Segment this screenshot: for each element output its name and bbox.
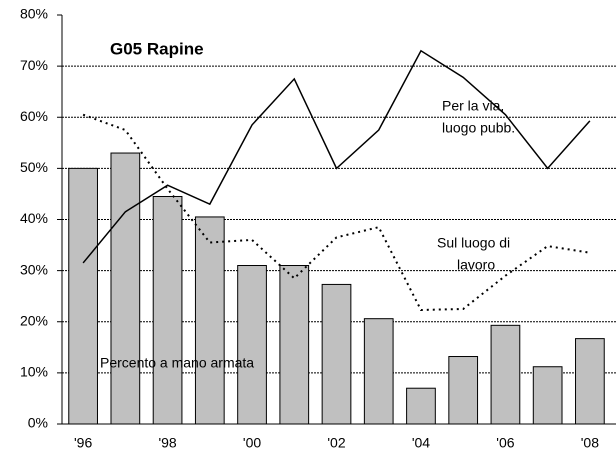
y-tick-label: 30% bbox=[20, 261, 48, 277]
x-tick-label: '04 bbox=[412, 435, 430, 451]
x-tick-label: '06 bbox=[496, 435, 514, 451]
bar bbox=[237, 265, 267, 425]
y-tick-label: 40% bbox=[20, 210, 48, 226]
y-tick-label: 80% bbox=[20, 6, 48, 22]
x-tick-label: '98 bbox=[158, 435, 176, 451]
y-tick-label: 60% bbox=[20, 108, 48, 124]
line bbox=[82, 49, 591, 264]
y-tick-label: 10% bbox=[20, 364, 48, 380]
y-tick-label: 70% bbox=[20, 57, 48, 73]
line bbox=[82, 113, 591, 312]
y-tick-label: 0% bbox=[28, 415, 48, 431]
x-tick-label: '96 bbox=[74, 435, 92, 451]
bar bbox=[194, 216, 225, 425]
bar bbox=[68, 167, 98, 425]
annotation: lavoro bbox=[457, 257, 495, 273]
x-tick-label: '08 bbox=[581, 435, 599, 451]
x-tick-label: '00 bbox=[243, 435, 261, 451]
bar bbox=[490, 324, 521, 425]
bar bbox=[321, 283, 352, 425]
chart-title: G05 Rapine bbox=[110, 39, 204, 58]
annotation: Percento a mano armata bbox=[100, 355, 254, 371]
x-tick-label: '02 bbox=[327, 435, 345, 451]
y-tick-label: 50% bbox=[20, 159, 48, 175]
bar bbox=[532, 366, 563, 425]
bar bbox=[279, 265, 310, 425]
y-tick-label: 20% bbox=[20, 312, 48, 328]
annotation: luogo pubb. bbox=[442, 120, 515, 136]
bar bbox=[575, 338, 605, 425]
bar bbox=[110, 152, 141, 425]
bar bbox=[152, 195, 183, 425]
annotation: Sul luogo di bbox=[437, 235, 510, 251]
annotation: Per la via, bbox=[442, 98, 504, 114]
bar bbox=[448, 356, 479, 425]
bar bbox=[406, 387, 436, 425]
bar bbox=[363, 318, 394, 425]
